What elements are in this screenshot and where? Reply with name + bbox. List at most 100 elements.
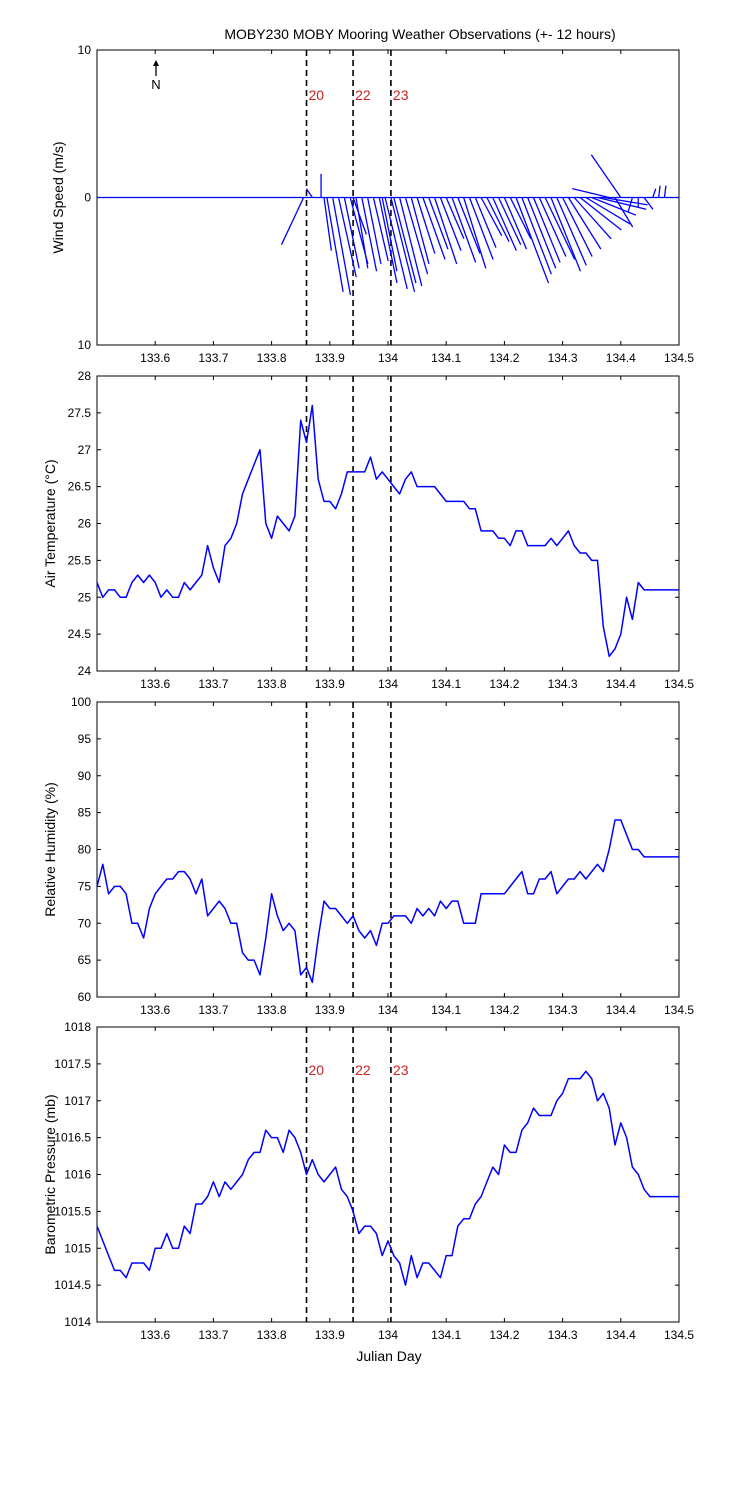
y-tick-label: 75 [78, 879, 92, 893]
wind-stick [355, 197, 369, 269]
wind-stick [573, 197, 612, 240]
x-tick-label: 133.8 [257, 1328, 287, 1342]
wind-stick [439, 197, 462, 251]
y-tick-label: 100 [71, 695, 91, 709]
wind-stick [457, 197, 481, 254]
y-tick-label: 1015.5 [54, 1204, 91, 1218]
event-marker-label: 20 [309, 1062, 325, 1078]
y-tick-label: 10 [78, 43, 92, 57]
wind-stick [663, 185, 667, 198]
x-tick-label: 134 [378, 1328, 398, 1342]
wind-stick [305, 188, 313, 198]
wind-stick [532, 197, 561, 263]
wind-stick [361, 197, 378, 272]
wind-stick [497, 197, 522, 245]
wind-stick [590, 154, 622, 198]
wind-stick [579, 196, 622, 231]
wind-stick [280, 197, 305, 245]
x-tick-label: 134.1 [431, 1003, 461, 1017]
wind-stick [366, 197, 382, 265]
wind-stick [603, 196, 648, 206]
y-tick-label: 90 [78, 769, 92, 783]
x-tick-label: 134 [378, 677, 398, 691]
y-tick-label: 1016 [64, 1168, 91, 1182]
x-tick-label: 133.9 [315, 1328, 345, 1342]
x-tick-label: 134.3 [548, 677, 578, 691]
wind-stick [538, 197, 567, 257]
y-axis-label: Wind Speed (m/s) [50, 141, 66, 253]
wind-stick [384, 197, 408, 290]
y-tick-label: 10 [78, 338, 92, 352]
wind-stick [433, 197, 458, 265]
y-tick-label: 1018 [64, 1020, 91, 1034]
wind-stick [480, 197, 503, 237]
wind-stick [463, 197, 487, 269]
x-tick-label: 133.7 [198, 677, 228, 691]
y-tick-label: 26.5 [68, 480, 92, 494]
x-tick-label: 134.4 [606, 351, 636, 365]
wind-stick [326, 197, 344, 293]
wind-stick [393, 197, 417, 284]
y-tick-label: 1014.5 [54, 1278, 91, 1292]
wind-stick [572, 188, 610, 199]
y-tick-label: 1017.5 [54, 1057, 91, 1071]
y-axis-label: Barometric Pressure (mb) [42, 1094, 58, 1254]
wind-stick [657, 185, 661, 198]
x-tick-label: 134.1 [431, 1328, 461, 1342]
wind-stick [585, 196, 631, 225]
wind-stick [492, 197, 517, 251]
wind-stick [515, 197, 550, 284]
x-tick-label: 134.1 [431, 351, 461, 365]
y-tick-label: 24.5 [68, 627, 92, 641]
x-tick-label: 133.8 [257, 1003, 287, 1017]
y-tick-label: 24 [78, 664, 92, 678]
y-axis-label: Relative Humidity (%) [42, 782, 58, 917]
event-marker-label: 22 [355, 87, 371, 103]
x-tick-label: 134.2 [489, 677, 519, 691]
y-tick-label: 80 [78, 843, 92, 857]
wind-stick [323, 197, 332, 251]
wind-stick [521, 197, 552, 275]
y-tick-label: 27 [78, 443, 92, 457]
plot-frame [96, 701, 680, 998]
y-tick-label: 60 [78, 990, 92, 1004]
x-tick-label: 134.2 [489, 1328, 519, 1342]
y-tick-label: 26 [78, 517, 92, 531]
wind-stick [422, 197, 446, 260]
wind-stick [451, 197, 477, 263]
y-tick-label: 25 [78, 590, 92, 604]
x-tick-label: 133.7 [198, 1003, 228, 1017]
event-marker-label: 23 [393, 87, 409, 103]
wind-stick [567, 197, 602, 250]
x-tick-label: 134 [378, 1003, 398, 1017]
x-tick-label: 134.5 [664, 1328, 694, 1342]
event-marker-label: 23 [393, 1062, 409, 1078]
north-label: N [151, 77, 160, 92]
chart-panel-0: 133.6 133.7 133.8 133.9 134 134.1 134.2 134.3 13… [50, 43, 694, 365]
x-tick-label: 134.3 [548, 1328, 578, 1342]
y-tick-label: 0 [84, 191, 91, 205]
chart-panel-1: 133.6 133.7 133.8 133.9 134 134.1 134.2 134.3 13… [42, 369, 694, 691]
wind-stick [503, 197, 528, 250]
chart-panel-2: 133.6 133.7 133.8 133.9 134 134.1 134.2 134.3 13… [42, 695, 694, 1017]
wind-stick [562, 197, 593, 257]
x-tick-label: 133.9 [315, 677, 345, 691]
wind-stick [343, 197, 360, 269]
series-line-0 [96, 1070, 679, 1286]
wind-stick [486, 197, 510, 243]
x-tick-label: 133.6 [140, 677, 170, 691]
y-tick-label: 1016.5 [54, 1131, 91, 1145]
y-tick-label: 65 [78, 953, 92, 967]
wind-stick [372, 197, 389, 262]
figure-title: MOBY230 MOBY Mooring Weather Observation… [224, 26, 615, 42]
x-tick-label: 133.6 [140, 1328, 170, 1342]
y-tick-label: 1017 [64, 1094, 91, 1108]
x-tick-label: 134.5 [664, 351, 694, 365]
y-tick-label: 70 [78, 916, 92, 930]
x-tick-label: 134.4 [606, 1328, 636, 1342]
wind-stick [378, 197, 398, 284]
y-tick-label: 28 [78, 369, 92, 383]
wind-stick [509, 197, 532, 240]
y-tick-label: 85 [78, 806, 92, 820]
x-tick-label: 134.3 [548, 351, 578, 365]
